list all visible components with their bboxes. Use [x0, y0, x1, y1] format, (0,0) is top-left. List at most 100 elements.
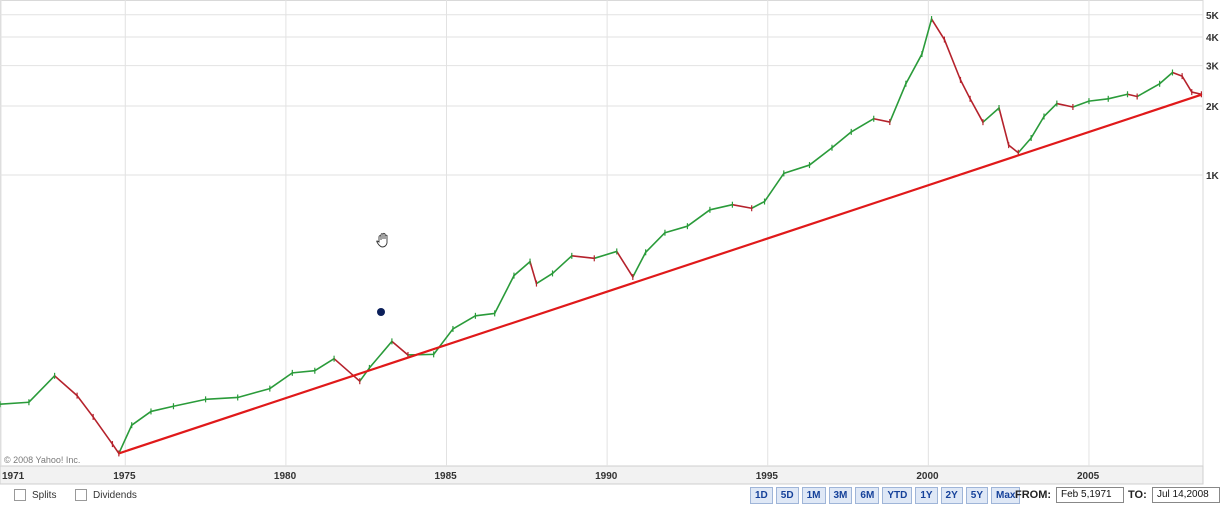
- price-segment: [1158, 71, 1174, 85]
- price-segment: [1107, 93, 1129, 100]
- price-segment: [930, 18, 946, 41]
- price-segment: [92, 416, 114, 445]
- price-segment: [905, 53, 923, 85]
- price-segment: [1030, 115, 1045, 139]
- dividends-checkbox[interactable]: Dividends: [75, 489, 137, 501]
- plot-frame: [0, 0, 1204, 467]
- to-date-input[interactable]: Jul 14,2008: [1152, 487, 1220, 503]
- range-buttons: 1D 5D 1M 3M 6M YTD 1Y 2Y 5Y Max: [750, 487, 1023, 504]
- range-3m-button[interactable]: 3M: [828, 487, 853, 504]
- x-tick-label: 2000: [916, 471, 939, 482]
- price-segment: [333, 357, 361, 383]
- range-1d-button[interactable]: 1D: [750, 487, 773, 504]
- price-segment: [1190, 91, 1203, 96]
- price-segment: [0, 401, 30, 406]
- from-label: FROM:: [1015, 489, 1052, 501]
- splits-label: Splits: [32, 489, 57, 501]
- range-5d-button[interactable]: 5D: [775, 487, 799, 504]
- price-segment: [551, 255, 573, 275]
- price-segment: [570, 255, 596, 260]
- range-1y-button[interactable]: 1Y: [915, 487, 938, 504]
- price-segment: [593, 250, 618, 260]
- price-segment: [731, 203, 753, 210]
- price-segment: [407, 353, 435, 356]
- price-segment: [943, 38, 962, 81]
- range-6m-button[interactable]: 6M: [855, 487, 880, 504]
- x-tick-label: 1985: [435, 471, 458, 482]
- price-segment: [1088, 98, 1110, 102]
- price-segment: [1056, 102, 1074, 108]
- x-axis-strip: [0, 465, 1204, 485]
- price-segment: [236, 387, 271, 399]
- price-segment: [76, 394, 94, 418]
- from-date-input[interactable]: Feb 5,1971: [1056, 487, 1124, 503]
- price-segment: [850, 117, 875, 133]
- price-segment: [982, 107, 1000, 123]
- price-segment: [535, 272, 554, 285]
- price-segment: [1043, 102, 1058, 118]
- y-tick-label: 3K: [1206, 62, 1220, 73]
- checkbox-box[interactable]: [14, 489, 26, 501]
- price-segment: [513, 260, 531, 277]
- y-tick-label: 2K: [1206, 102, 1220, 113]
- to-label: TO:: [1128, 489, 1147, 501]
- x-tick-label: 1990: [595, 471, 618, 482]
- price-segment: [314, 357, 335, 372]
- trend-line: [118, 93, 1202, 455]
- price-segment: [686, 208, 711, 227]
- price-segment: [204, 396, 239, 401]
- dividends-label: Dividends: [93, 489, 137, 501]
- price-segment: [644, 231, 666, 254]
- pan-hand-icon: [376, 232, 388, 248]
- price-segment: [998, 107, 1010, 146]
- price-segment: [269, 372, 294, 390]
- price-segment: [664, 225, 689, 234]
- x-tick-label: 1995: [756, 471, 779, 482]
- x-tick-label: 2005: [1077, 471, 1100, 482]
- price-segment: [1007, 144, 1020, 154]
- x-tick-label: 1980: [274, 471, 297, 482]
- price-segment: [28, 375, 56, 404]
- price-segment: [750, 200, 766, 210]
- price-segment: [53, 375, 78, 397]
- price-segment: [889, 82, 907, 123]
- price-segment: [615, 250, 634, 278]
- price-segment: [1017, 137, 1032, 154]
- range-5y-button[interactable]: 5Y: [965, 487, 989, 504]
- price-segment: [632, 251, 647, 278]
- price-segment: [782, 164, 811, 175]
- range-max-button[interactable]: Max: [991, 487, 1021, 504]
- range-ytd-button[interactable]: YTD: [882, 487, 913, 504]
- x-tick-label: 1971: [2, 471, 25, 482]
- price-segment: [1126, 93, 1138, 98]
- price-segment: [368, 340, 393, 369]
- price-segment: [1181, 75, 1193, 93]
- chart-controls: Splits Dividends 1D 5D 1M 3M 6M YTD 1Y 2…: [0, 484, 1225, 508]
- price-segment: [172, 398, 207, 408]
- y-tick-label: 1K: [1206, 171, 1220, 182]
- price-segment: [969, 98, 984, 123]
- price-segment: [1072, 100, 1090, 108]
- price-segment: [921, 18, 933, 55]
- price-segment: [291, 369, 316, 374]
- price-segment: [959, 79, 971, 100]
- y-tick-label: 4K: [1206, 33, 1220, 44]
- price-segment: [118, 424, 133, 455]
- splits-checkbox[interactable]: Splits: [14, 489, 56, 501]
- price-segment: [831, 131, 853, 149]
- price-segment: [1136, 82, 1161, 98]
- x-tick-label: 1975: [113, 471, 136, 482]
- price-segment: [763, 172, 785, 203]
- price-segment: [493, 274, 515, 315]
- copyright-text: © 2008 Yahoo! Inc.: [4, 455, 80, 465]
- range-1m-button[interactable]: 1M: [801, 487, 826, 504]
- price-segment: [111, 443, 120, 455]
- price-segment: [130, 410, 152, 426]
- range-2y-button[interactable]: 2Y: [940, 487, 963, 504]
- price-segment: [432, 328, 454, 356]
- price-segment: [391, 340, 409, 356]
- checkbox-box[interactable]: [75, 489, 87, 501]
- event-marker[interactable]: [377, 308, 385, 316]
